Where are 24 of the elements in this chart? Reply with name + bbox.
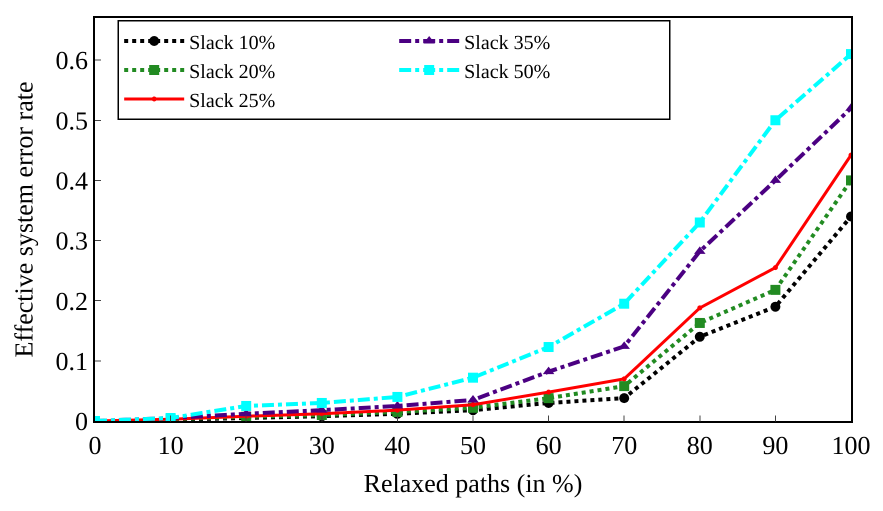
x-tick-label: 70 <box>611 430 638 460</box>
x-tick-label: 60 <box>536 430 562 460</box>
x-tick-label: 20 <box>233 430 260 460</box>
legend-label: Slack 50% <box>464 60 550 83</box>
x-axis-title: Relaxed paths (in %) <box>364 469 582 498</box>
x-tick-label: 80 <box>686 430 713 460</box>
y-tick-label: 0 <box>75 407 88 436</box>
y-tick-label: 0.5 <box>56 106 88 136</box>
x-tick-label: 40 <box>384 430 410 460</box>
legend-label: Slack 20% <box>189 60 276 83</box>
y-axis-title: Effective system error rate <box>9 82 38 358</box>
x-tick-label: 10 <box>158 430 184 460</box>
y-tick-label: 0.2 <box>56 286 88 316</box>
x-tick-label: 30 <box>308 430 335 460</box>
legend-label: Slack 25% <box>189 90 276 112</box>
x-tick-label: 100 <box>832 430 870 460</box>
x-tick-label: 90 <box>762 430 788 460</box>
y-tick-label: 0.6 <box>56 46 88 76</box>
y-tick-label: 0.3 <box>56 226 88 256</box>
legend-label: Slack 35% <box>464 32 550 54</box>
y-tick-label: 0.1 <box>56 346 88 376</box>
y-tick-label: 0.4 <box>56 166 88 196</box>
legend-label: Slack 10% <box>189 32 276 54</box>
x-tick-label: 50 <box>460 430 486 460</box>
